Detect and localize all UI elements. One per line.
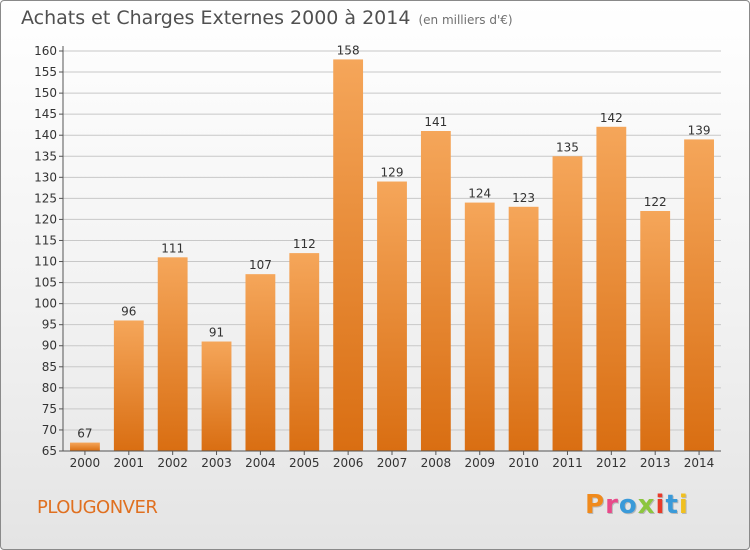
data-label: 141 xyxy=(424,115,447,129)
y-tick-label: 150 xyxy=(34,86,57,100)
chart-title: Achats et Charges Externes 2000 à 2014 (e… xyxy=(21,7,513,29)
logo-letter: r xyxy=(605,490,619,520)
x-tick-label: 2004 xyxy=(245,456,276,470)
data-label: 129 xyxy=(381,166,404,180)
data-label: 107 xyxy=(249,258,272,272)
x-tick-label: 2014 xyxy=(684,456,715,470)
y-tick-label: 125 xyxy=(34,191,57,205)
bar xyxy=(508,206,539,451)
y-tick-label: 85 xyxy=(42,360,57,374)
x-tick-label: 2009 xyxy=(464,456,495,470)
bar xyxy=(201,341,232,451)
bar xyxy=(684,139,714,451)
bar xyxy=(245,274,276,451)
x-tick-label: 2005 xyxy=(289,456,320,470)
y-tick-label: 80 xyxy=(42,381,57,395)
data-label: 91 xyxy=(209,326,224,340)
y-tick-label: 90 xyxy=(42,339,57,353)
y-tick-label: 145 xyxy=(34,107,57,121)
data-label: 67 xyxy=(77,427,92,441)
logo-letter: t xyxy=(665,490,679,520)
x-tick-label: 2001 xyxy=(114,456,145,470)
x-tick-label: 2000 xyxy=(70,456,101,470)
chart-title-text: Achats et Charges Externes 2000 à 2014 xyxy=(21,7,411,29)
data-label: 142 xyxy=(600,111,623,125)
data-label: 96 xyxy=(121,304,136,318)
y-tick-label: 140 xyxy=(34,128,57,142)
y-tick-label: 115 xyxy=(34,233,57,247)
bar xyxy=(113,320,144,451)
y-tick-label: 120 xyxy=(34,212,57,226)
y-tick-label: 135 xyxy=(34,149,57,163)
data-label: 158 xyxy=(337,43,360,57)
x-tick-label: 2003 xyxy=(201,456,232,470)
y-tick-label: 110 xyxy=(34,255,57,269)
data-label: 139 xyxy=(688,123,711,137)
data-label: 123 xyxy=(512,191,535,205)
y-tick-label: 100 xyxy=(34,297,57,311)
bar xyxy=(157,257,188,451)
commune-name: PLOUGONVER xyxy=(37,497,158,518)
data-label: 122 xyxy=(644,195,667,209)
bar xyxy=(640,211,671,451)
x-tick-label: 2013 xyxy=(640,456,671,470)
bar xyxy=(420,131,451,451)
y-tick-label: 155 xyxy=(34,65,57,79)
y-tick-label: 70 xyxy=(42,423,57,437)
bar xyxy=(289,253,320,451)
x-tick-label: 2007 xyxy=(377,456,408,470)
y-tick-label: 160 xyxy=(34,44,57,58)
x-tick-label: 2012 xyxy=(596,456,627,470)
x-tick-label: 2011 xyxy=(552,456,583,470)
x-tick-label: 2006 xyxy=(333,456,364,470)
bar xyxy=(464,202,495,451)
logo-letter: o xyxy=(618,490,638,520)
x-tick-label: 2008 xyxy=(421,456,452,470)
logo-letter: i xyxy=(655,490,666,520)
logo-letter: x xyxy=(637,490,656,520)
logo-letter: P xyxy=(585,490,606,520)
data-label: 124 xyxy=(468,187,491,201)
data-label: 111 xyxy=(161,241,184,255)
bar xyxy=(377,181,407,452)
y-tick-label: 95 xyxy=(42,318,57,332)
bar xyxy=(552,156,583,451)
x-tick-label: 2010 xyxy=(508,456,539,470)
y-tick-label: 105 xyxy=(34,276,57,290)
y-tick-label: 65 xyxy=(42,444,57,458)
bar xyxy=(596,126,627,451)
bar xyxy=(70,442,100,451)
x-tick-label: 2002 xyxy=(157,456,188,470)
chart-subtitle: (en milliers d'€) xyxy=(418,13,513,27)
proxiti-logo: Proxiti xyxy=(585,490,689,520)
y-tick-label: 75 xyxy=(42,402,57,416)
logo-letter: i xyxy=(678,490,689,520)
bar xyxy=(333,59,364,451)
data-label: 135 xyxy=(556,140,579,154)
data-label: 112 xyxy=(293,237,316,251)
y-tick-label: 130 xyxy=(34,170,57,184)
